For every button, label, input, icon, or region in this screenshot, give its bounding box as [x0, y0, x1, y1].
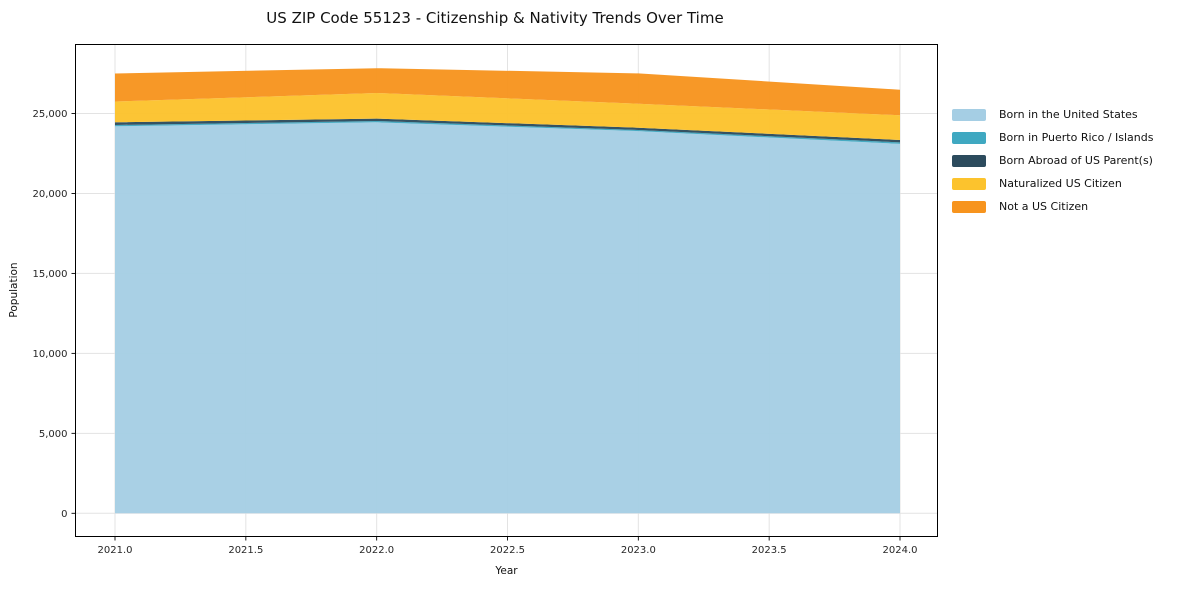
y-tick-label: 25,000 [33, 109, 68, 120]
legend-swatch-puerto-rico-icon [952, 131, 986, 144]
chart-title: US ZIP Code 55123 - Citizenship & Nativi… [266, 9, 724, 27]
x-tick-label: 2022.0 [359, 545, 394, 556]
legend-label-born-us: Born in the United States [999, 108, 1138, 121]
legend-item: Born Abroad of US Parent(s) [952, 154, 1153, 167]
x-tick-label: 2021.5 [228, 545, 263, 556]
legend-label-not-citizen: Not a US Citizen [999, 200, 1089, 213]
x-tick-label: 2023.0 [621, 545, 656, 556]
legend-swatch-not-citizen-icon [952, 200, 986, 213]
legend-swatch-born-us-icon [952, 108, 986, 121]
legend-item: Born in Puerto Rico / Islands [952, 131, 1153, 144]
x-tick-label: 2021.0 [98, 545, 133, 556]
legend-swatch-naturalized-icon [952, 177, 986, 190]
legend: Born in the United States Born in Puerto… [952, 108, 1153, 213]
legend-label-born-abroad: Born Abroad of US Parent(s) [999, 154, 1153, 167]
legend-item: Not a US Citizen [952, 200, 1153, 213]
x-tick-label: 2024.0 [883, 545, 918, 556]
legend-item: Naturalized US Citizen [952, 177, 1153, 190]
y-tick-label: 10,000 [33, 349, 68, 360]
legend-label-puerto-rico: Born in Puerto Rico / Islands [999, 131, 1154, 144]
x-tick-label: 2022.5 [490, 545, 525, 556]
y-tick-label: 15,000 [33, 269, 68, 280]
legend-swatch-born-abroad-icon [952, 154, 986, 167]
x-tick-label: 2023.5 [752, 545, 787, 556]
legend-item: Born in the United States [952, 108, 1153, 121]
y-tick-label: 20,000 [33, 189, 68, 200]
legend-label-naturalized: Naturalized US Citizen [999, 177, 1122, 190]
y-tick-label: 5,000 [39, 429, 68, 440]
y-axis-label: Population [8, 262, 20, 318]
y-tick-label: 0 [61, 509, 67, 520]
x-axis-label: Year [495, 565, 518, 577]
